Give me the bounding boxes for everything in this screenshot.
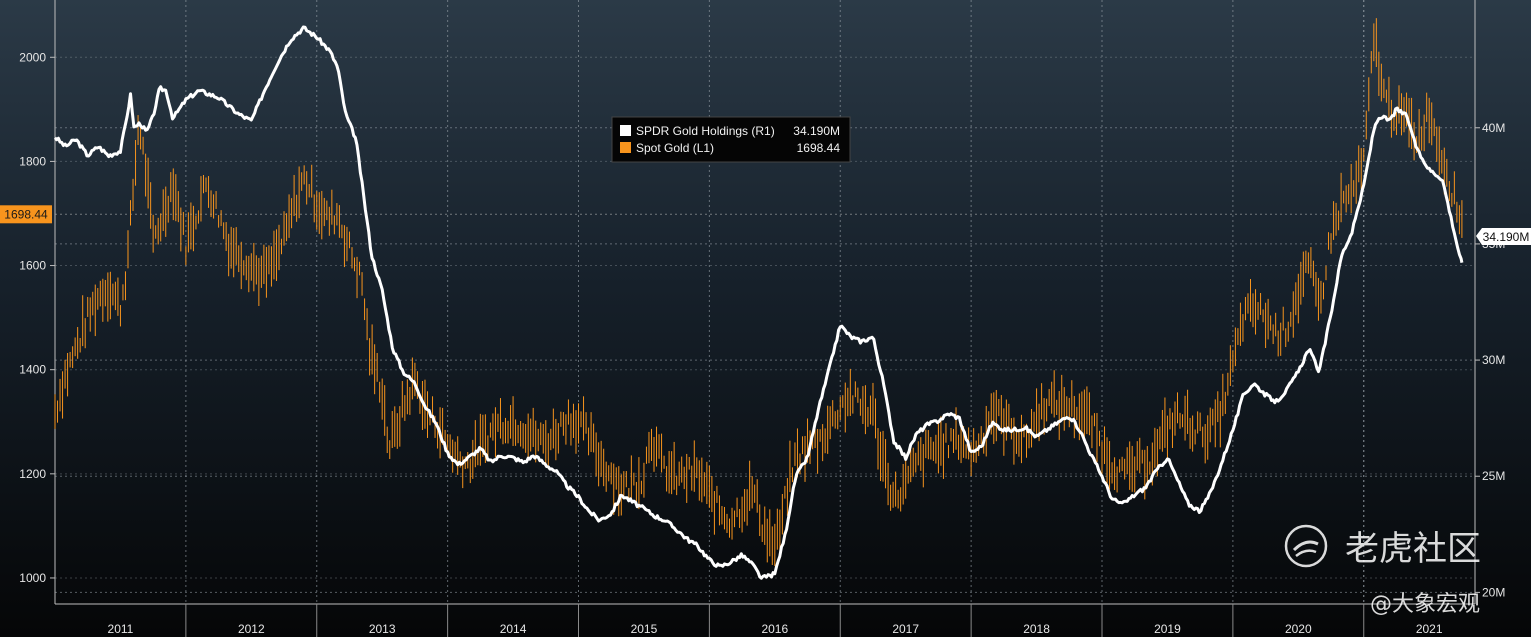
legend-label-gold: Spot Gold (L1)	[636, 141, 714, 155]
x-tick-label: 2021	[1416, 622, 1443, 636]
right-axis-ticks: 20M25M30M35M40M	[1475, 121, 1505, 599]
tiger-logo-icon	[1284, 524, 1328, 568]
legend-label-spdr: SPDR Gold Holdings (R1)	[636, 124, 775, 138]
x-tick-label: 2013	[369, 622, 396, 636]
legend-value-spdr: 34.190M	[793, 124, 840, 138]
right-tick-label: 20M	[1482, 585, 1505, 599]
legend: SPDR Gold Holdings (R1) 34.190M Spot Gol…	[611, 116, 851, 163]
left-tick-label: 2000	[19, 50, 46, 64]
series-spdr-holdings	[53, 25, 1464, 580]
x-tick-label: 2017	[892, 622, 919, 636]
left-tick-label: 1400	[19, 363, 46, 377]
legend-swatch-spdr	[620, 125, 631, 136]
left-axis-ticks: 1000 1200 1400 1600 1800 2000	[19, 50, 55, 585]
left-last-value-tag: 1698.44	[0, 205, 52, 224]
left-last-value-label: 1698.44	[4, 207, 48, 221]
left-tick-label: 1600	[19, 259, 46, 273]
x-tick-label: 2020	[1285, 622, 1312, 636]
chart-axes	[54, 0, 1476, 605]
right-tick-label: 25M	[1482, 469, 1505, 483]
left-tick-label: 1800	[19, 154, 46, 168]
x-tick-label: 2014	[500, 622, 527, 636]
x-tick-label: 2011	[108, 622, 134, 636]
right-tick-label: 40M	[1482, 121, 1505, 135]
legend-swatch-gold	[620, 142, 631, 153]
grid-lines	[55, 0, 1475, 604]
x-tick-label: 2015	[631, 622, 658, 636]
spdr-holdings-line	[53, 25, 1464, 580]
x-tick-label: 2012	[238, 622, 265, 636]
x-tick-label: 2019	[1154, 622, 1181, 636]
left-tick-label: 1000	[19, 571, 46, 585]
watermark-author: @大象宏观	[1370, 592, 1480, 617]
x-axis-ticks: 2011 2012 2013 2014 2015 2016 2017 2018 2019 2020…	[108, 604, 1443, 637]
legend-box	[611, 116, 851, 163]
legend-value-gold: 1698.44	[797, 141, 841, 155]
left-tick-label: 1200	[19, 467, 46, 481]
right-last-value-tag: 34.190M	[1476, 228, 1531, 245]
watermark-brand: 老虎社区	[1345, 529, 1481, 569]
watermark: 老虎社区 @大象宏观	[1284, 524, 1481, 617]
right-tick-label: 30M	[1482, 353, 1505, 367]
x-tick-label: 2018	[1023, 622, 1050, 636]
series-spot-gold	[54, 18, 1463, 567]
right-last-value-label: 34.190M	[1483, 230, 1530, 244]
x-tick-label: 2016	[761, 622, 788, 636]
